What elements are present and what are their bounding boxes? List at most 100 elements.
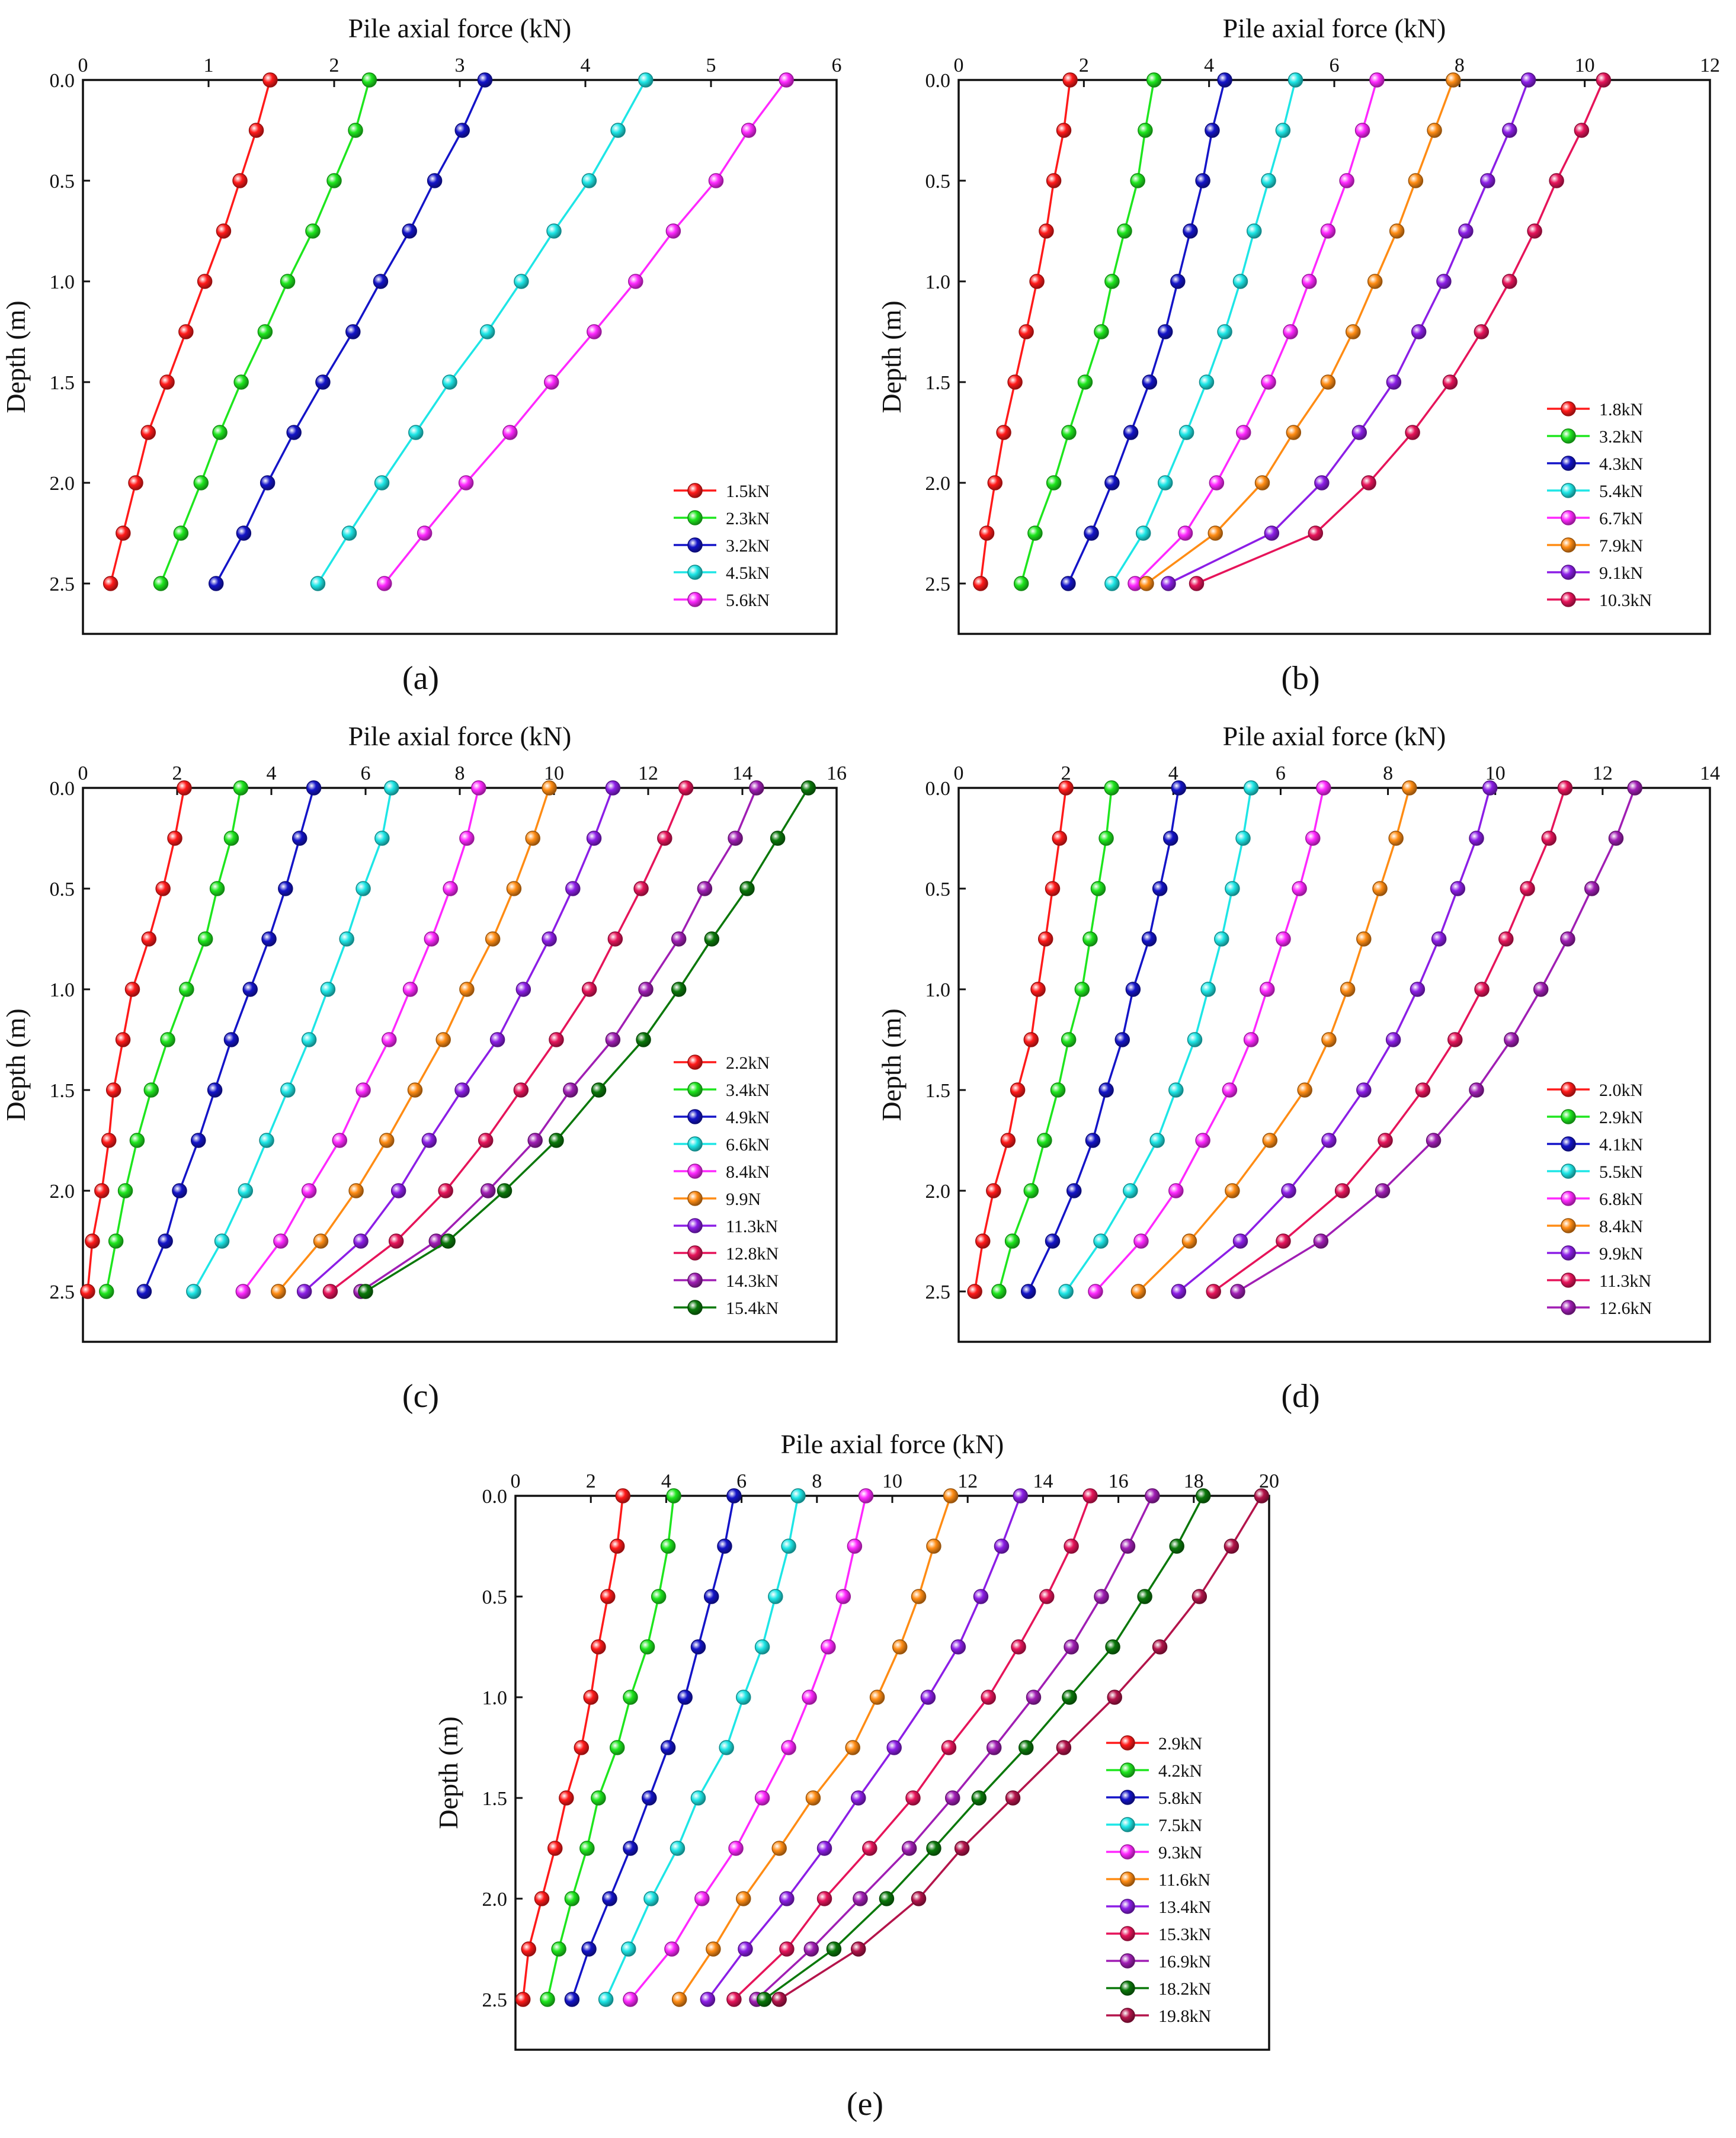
data-point (926, 1538, 941, 1554)
legend-label: 5.5kN (1599, 1162, 1643, 1182)
data-point (591, 1790, 606, 1806)
data-point (549, 1133, 564, 1148)
data-point (973, 576, 988, 591)
data-point (1305, 831, 1321, 846)
data-point (1427, 123, 1442, 138)
data-point (770, 831, 786, 846)
data-point (583, 1690, 598, 1705)
legend-label: 6.7kN (1599, 509, 1643, 528)
data-point (690, 1639, 706, 1655)
data-point (779, 1941, 795, 1957)
series-4-3kn (1061, 72, 1232, 591)
data-point (1107, 1690, 1122, 1705)
legend-marker (687, 1136, 703, 1152)
data-point (515, 982, 531, 997)
legend-marker (1561, 592, 1576, 607)
data-point (1120, 1538, 1136, 1554)
series-4-2kn (540, 1488, 681, 2007)
data-point (623, 1992, 638, 2007)
data-point (549, 1032, 564, 1047)
data-point (1138, 123, 1153, 138)
legend-label: 14.3kN (726, 1271, 779, 1291)
legend-marker (1561, 537, 1576, 553)
data-point (438, 1183, 453, 1198)
data-point (233, 374, 249, 390)
series-15-3kn (726, 1488, 1098, 2007)
data-point (1584, 881, 1600, 896)
data-point (911, 1589, 927, 1604)
data-point (223, 831, 239, 846)
legend-label: 4.9kN (726, 1108, 770, 1127)
data-point (1262, 1133, 1278, 1148)
data-point (1195, 1488, 1211, 1504)
data-point (421, 1133, 437, 1148)
y-tick-label: 0.5 (925, 879, 951, 900)
y-tick-label: 0.0 (925, 778, 951, 800)
data-point (116, 525, 131, 541)
data-point (259, 1133, 274, 1148)
data-point (1541, 831, 1557, 846)
legend-marker (1561, 510, 1576, 525)
data-point (197, 931, 213, 947)
data-point (1321, 1133, 1337, 1148)
data-point (232, 173, 248, 188)
y-axis-title: Depth (m) (1, 300, 31, 413)
data-point (388, 1233, 404, 1249)
series-12-8kn (322, 780, 694, 1299)
data-point (660, 1538, 676, 1554)
data-point (1217, 72, 1232, 88)
data-point (581, 982, 597, 997)
data-point (136, 1284, 152, 1299)
data-point (1020, 1284, 1036, 1299)
series-19-8kn (771, 1488, 1270, 2007)
y-tick-label: 1.0 (50, 979, 75, 1001)
data-point (845, 1740, 860, 1755)
data-point (193, 475, 209, 491)
legend-marker (1561, 1082, 1576, 1097)
series-2-9kn (991, 780, 1119, 1299)
data-point (1351, 425, 1367, 440)
data-point (454, 123, 470, 138)
data-point (280, 274, 296, 289)
data-point (1125, 982, 1141, 997)
data-point (1385, 1032, 1401, 1047)
y-tick-label: 1.5 (50, 1080, 75, 1102)
data-point (514, 274, 529, 289)
series-5-4kn (1104, 72, 1303, 591)
data-point (1161, 576, 1176, 591)
data-point (779, 72, 794, 88)
data-point (1261, 173, 1276, 188)
data-point (1082, 931, 1098, 947)
data-point (605, 780, 621, 796)
data-point (1320, 374, 1336, 390)
data-point (1232, 1233, 1248, 1249)
data-point (1045, 881, 1061, 896)
data-point (1170, 274, 1186, 289)
data-point (602, 1891, 617, 1906)
data-point (642, 1790, 657, 1806)
x-tick-label: 18 (1184, 1470, 1204, 1492)
data-point (373, 274, 389, 289)
legend-label: 2.2kN (726, 1053, 770, 1073)
data-point (117, 1183, 133, 1198)
data-point (736, 1690, 751, 1705)
data-point (1018, 1740, 1034, 1755)
data-point (1480, 173, 1495, 188)
data-point (835, 1589, 851, 1604)
legend-marker (1120, 2008, 1135, 2023)
plot-frame (957, 787, 1711, 1343)
data-point (728, 1841, 744, 1856)
legend-label: 4.3kN (1599, 454, 1643, 474)
data-point (345, 324, 361, 339)
legend-marker (1120, 1844, 1135, 1860)
legend-label: 3.2kN (726, 536, 770, 556)
data-point (407, 1082, 423, 1098)
data-point (1498, 931, 1514, 947)
data-point (564, 1891, 580, 1906)
legend-marker (687, 1272, 703, 1288)
series-5-5kn (1058, 780, 1259, 1299)
data-point (167, 831, 182, 846)
data-point (671, 982, 687, 997)
data-point (1469, 831, 1484, 846)
data-point (286, 425, 302, 440)
